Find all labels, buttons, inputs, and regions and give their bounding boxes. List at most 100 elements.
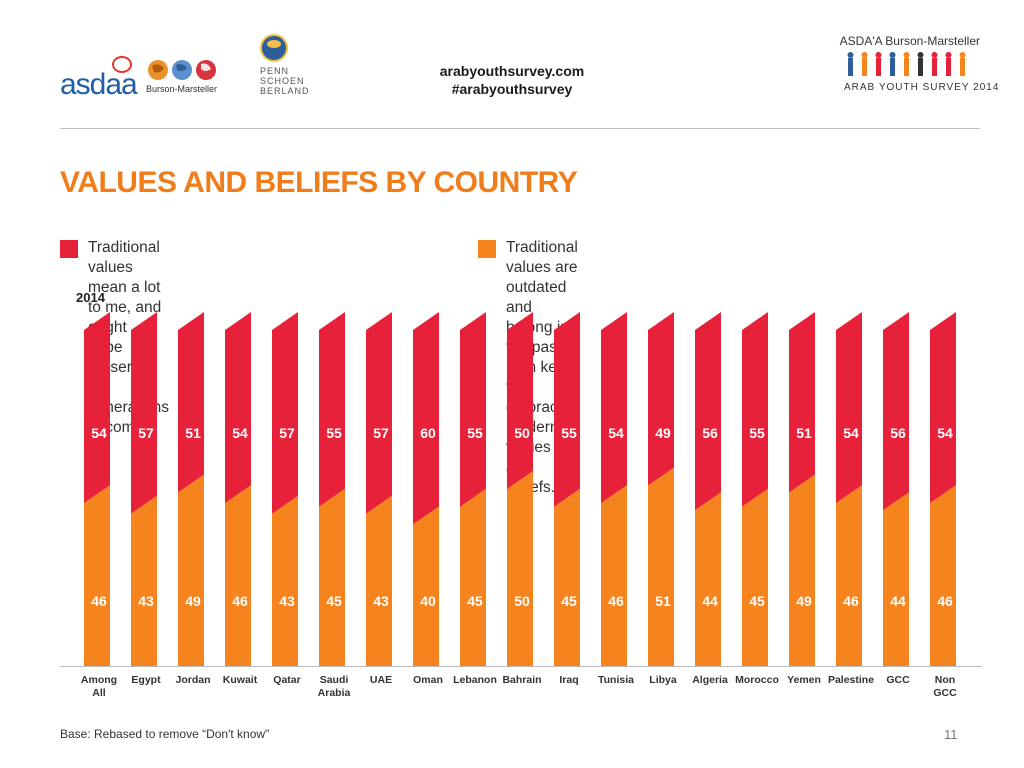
category-label-18-0: Non	[935, 674, 955, 686]
globes-icon	[148, 60, 216, 80]
label-traditional-1: 57	[138, 425, 154, 441]
category-label-18-1: GCC	[933, 687, 957, 699]
bar-modern-1	[131, 495, 157, 666]
category-label-9: Bahrain	[502, 674, 541, 686]
speech-bubble-icon	[112, 56, 132, 73]
year-label: 2014	[76, 290, 105, 305]
category-label-0-1: All	[92, 687, 106, 699]
ays-logo-bottom: ARAB YOUTH SURVEY 2014	[844, 82, 1000, 93]
bar-modern-3	[225, 485, 251, 666]
label-modern-10: 45	[561, 593, 577, 609]
bar-modern-13	[695, 492, 721, 666]
bar-traditional-9	[507, 312, 533, 489]
label-modern-18: 46	[937, 593, 953, 609]
label-modern-14: 45	[749, 593, 765, 609]
category-label-5-0: Saudi	[320, 674, 349, 686]
bar-traditional-2	[178, 312, 204, 493]
bar-modern-6	[366, 495, 392, 666]
category-label-12: Libya	[649, 674, 677, 686]
label-traditional-3: 54	[232, 425, 248, 441]
bar-traditional-12	[648, 312, 674, 486]
category-label-3: Kuwait	[223, 674, 258, 686]
label-modern-17: 44	[890, 593, 906, 609]
bar-modern-14	[742, 488, 768, 666]
site-hashtag: #arabyouthsurvey	[451, 81, 573, 97]
category-label-2: Jordan	[175, 674, 210, 686]
label-traditional-16: 54	[843, 425, 859, 441]
label-traditional-13: 56	[702, 425, 718, 441]
bar-modern-11	[601, 485, 627, 666]
label-traditional-9: 50	[514, 425, 530, 441]
bar-traditional-17	[883, 312, 909, 511]
label-modern-7: 40	[420, 593, 436, 609]
bar-traditional-11	[601, 312, 627, 504]
site-url: arabyouthsurvey.com	[439, 63, 585, 79]
category-label-0-0: Among	[81, 674, 117, 686]
label-modern-11: 46	[608, 593, 624, 609]
bar-traditional-18	[930, 312, 956, 504]
bar-modern-5	[319, 488, 345, 666]
label-modern-16: 46	[843, 593, 859, 609]
category-label-15: Yemen	[787, 674, 821, 686]
bm-logo-label: Burson-Marsteller	[146, 84, 218, 94]
bar-traditional-14	[742, 312, 768, 507]
footnote: Base: Rebased to remove “Don't know"	[60, 727, 270, 741]
psb-line-1: PENN	[260, 66, 290, 76]
label-modern-3: 46	[232, 593, 248, 609]
bar-traditional-7	[413, 312, 439, 525]
label-traditional-10: 55	[561, 425, 577, 441]
legend-modern-swatch	[478, 240, 496, 258]
label-modern-0: 46	[91, 593, 107, 609]
asdaa-logo-text: asdaa	[60, 68, 138, 101]
label-traditional-0: 54	[91, 425, 107, 441]
page-number: 11	[944, 727, 958, 742]
legend-traditional-swatch	[60, 240, 78, 258]
category-label-4: Qatar	[273, 674, 300, 686]
category-label-10: Iraq	[559, 674, 578, 686]
category-label-13: Algeria	[692, 674, 728, 686]
bar-traditional-3	[225, 312, 251, 504]
bar-modern-17	[883, 492, 909, 666]
label-traditional-8: 55	[467, 425, 483, 441]
bar-modern-4	[272, 495, 298, 666]
bar-traditional-5	[319, 312, 345, 507]
people-figures-icon	[847, 52, 966, 76]
bar-traditional-1	[131, 312, 157, 514]
bar-modern-9	[507, 471, 533, 666]
header-divider	[60, 128, 980, 129]
bar-modern-12	[648, 467, 674, 666]
bar-modern-10	[554, 488, 580, 666]
label-traditional-17: 56	[890, 425, 906, 441]
ays-logo-top: ASDA'A Burson-Marsteller	[839, 34, 980, 48]
label-modern-4: 43	[279, 593, 295, 609]
site-info: arabyouthsurvey.com #arabyouthsurvey	[380, 62, 644, 98]
category-label-7: Oman	[413, 674, 443, 686]
bar-modern-2	[178, 474, 204, 666]
burson-marsteller-logo: Burson-Marsteller	[146, 56, 226, 96]
category-label-5-1: Arabia	[318, 687, 351, 699]
bar-modern-15	[789, 474, 815, 666]
label-traditional-6: 57	[373, 425, 389, 441]
label-modern-9: 50	[514, 593, 530, 609]
label-traditional-18: 54	[937, 425, 953, 441]
label-modern-12: 51	[655, 593, 671, 609]
bar-traditional-6	[366, 312, 392, 514]
label-modern-8: 45	[467, 593, 483, 609]
bar-modern-8	[460, 488, 486, 666]
bar-modern-18	[930, 485, 956, 666]
label-traditional-5: 55	[326, 425, 342, 441]
bar-modern-16	[836, 485, 862, 666]
label-modern-13: 44	[702, 593, 718, 609]
category-label-1: Egypt	[131, 674, 161, 686]
psb-globe-icon	[260, 34, 288, 62]
label-traditional-2: 51	[185, 425, 201, 441]
bar-traditional-0	[84, 312, 110, 504]
bar-traditional-15	[789, 312, 815, 493]
bar-modern-0	[84, 485, 110, 666]
category-label-16: Palestine	[828, 674, 874, 686]
page-title: VALUES AND BELIEFS BY COUNTRY	[60, 166, 578, 199]
asdaa-logo: asdaa	[60, 56, 138, 102]
bar-traditional-16	[836, 312, 862, 504]
bar-traditional-10	[554, 312, 580, 507]
